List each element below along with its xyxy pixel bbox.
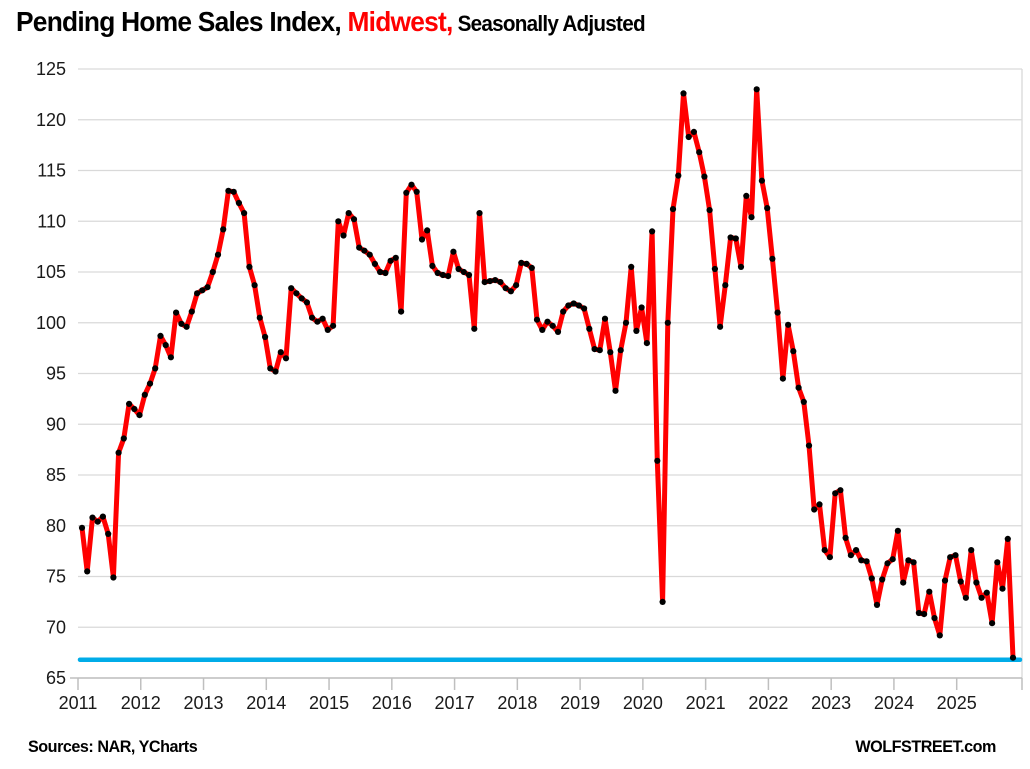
svg-text:95: 95 [46,364,66,384]
svg-text:2011: 2011 [59,693,98,713]
svg-text:2017: 2017 [435,693,475,713]
svg-text:125: 125 [36,59,66,79]
y-axis-labels: 65 70 75 80 85 90 95 100 105 110 115 120 125 [36,59,66,688]
svg-text:2020: 2020 [623,693,663,713]
chart-title-suffix: Seasonally Adjusted [452,11,646,36]
chart-title-main: Pending Home Sales Index, [16,6,348,37]
svg-text:2019: 2019 [560,693,600,713]
sources-note: Sources: NAR, YCharts [28,737,198,756]
svg-text:2015: 2015 [309,693,349,713]
x-axis [70,69,1023,690]
svg-text:2023: 2023 [811,693,851,713]
x-axis-labels: 2011 2012 2013 2014 2015 2016 2017 2018 2019 2020… [59,693,977,713]
svg-text:80: 80 [46,516,66,536]
svg-text:2014: 2014 [246,693,286,713]
chart-title-region: Midwest, [347,6,453,37]
svg-text:115: 115 [37,161,66,181]
svg-text:2025: 2025 [937,693,977,713]
svg-text:110: 110 [37,211,66,231]
svg-text:2012: 2012 [121,693,161,713]
svg-text:2016: 2016 [372,693,412,713]
svg-text:2022: 2022 [748,693,788,713]
chart-title: Pending Home Sales Index, Midwest, Seaso… [16,6,646,38]
svg-text:65: 65 [46,668,66,688]
svg-text:75: 75 [46,567,66,587]
svg-text:105: 105 [36,262,66,282]
svg-text:70: 70 [46,617,66,637]
svg-text:2018: 2018 [497,693,537,713]
svg-text:100: 100 [36,313,66,333]
series-markers [78,86,1017,661]
svg-text:85: 85 [46,465,66,485]
wolfstreet-brand: WOLFSTREET.com [855,737,996,756]
svg-text:2021: 2021 [686,693,726,713]
svg-text:90: 90 [46,414,66,434]
svg-text:120: 120 [36,110,66,130]
svg-text:2013: 2013 [184,693,224,713]
svg-text:2024: 2024 [874,693,914,713]
